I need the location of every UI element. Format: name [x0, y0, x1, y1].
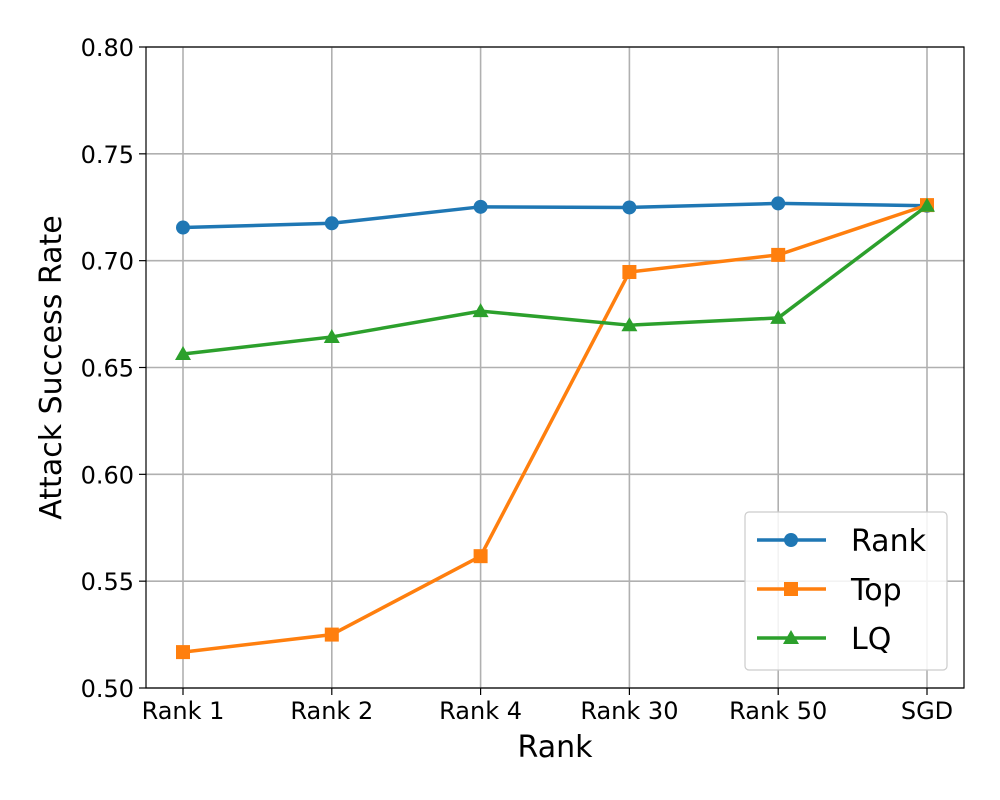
data-point-lq — [919, 197, 935, 212]
series-group — [175, 196, 935, 660]
x-axis-title: Rank — [518, 730, 594, 765]
y-tick-label: 0.60 — [81, 461, 134, 489]
legend-marker-rank — [784, 533, 798, 547]
legend-marker-top — [784, 582, 798, 596]
data-point-rank — [176, 220, 190, 235]
x-tick-label: Rank 1 — [142, 697, 225, 725]
series-line-top — [182, 203, 928, 654]
series-lq — [175, 197, 935, 361]
y-tick-label: 0.80 — [81, 34, 134, 62]
y-tick-label: 0.50 — [81, 675, 134, 703]
y-axis-title: Attack Success Rate — [34, 215, 69, 519]
legend-label-top: Top — [850, 573, 902, 608]
x-axis-ticks: Rank 1 Rank 2 Rank 4 Rank 30 Rank 50 SGD — [142, 688, 953, 725]
y-axis-ticks: 0.50 0.55 0.60 0.65 0.70 0.75 0.80 — [81, 34, 146, 703]
y-tick-label: 0.75 — [81, 141, 134, 169]
y-tick-label: 0.70 — [81, 248, 134, 276]
y-tick-label: 0.55 — [81, 568, 134, 596]
data-point-top — [771, 247, 786, 262]
data-point-top — [324, 627, 339, 642]
series-line-rank — [182, 201, 928, 230]
legend-marker-lq — [783, 630, 799, 644]
data-point-lq — [770, 309, 787, 324]
y-tick-label: 0.65 — [81, 355, 134, 383]
data-point-rank — [622, 200, 637, 215]
data-point-lq — [175, 346, 191, 361]
x-tick-label: SGD — [901, 697, 953, 725]
data-point-rank — [473, 199, 488, 214]
x-tick-label: Rank 30 — [580, 697, 678, 725]
series-line-lq — [182, 204, 929, 356]
series-rank — [176, 196, 934, 235]
data-point-top — [473, 549, 488, 564]
legend-label-rank: Rank — [851, 524, 927, 559]
data-point-top — [622, 264, 637, 279]
data-point-rank — [324, 216, 339, 231]
legend-label-lq: LQ — [851, 622, 891, 657]
legend: Rank Top LQ — [744, 511, 948, 671]
data-point-lq — [323, 328, 340, 343]
x-tick-label: Rank 2 — [290, 697, 373, 725]
x-tick-label: Rank 50 — [729, 697, 827, 725]
data-point-rank — [771, 196, 786, 211]
data-point-lq — [472, 303, 489, 318]
data-point-top — [176, 645, 190, 660]
legend-box — [744, 511, 948, 671]
data-point-lq — [621, 317, 638, 332]
x-tick-label: Rank 4 — [439, 697, 522, 725]
